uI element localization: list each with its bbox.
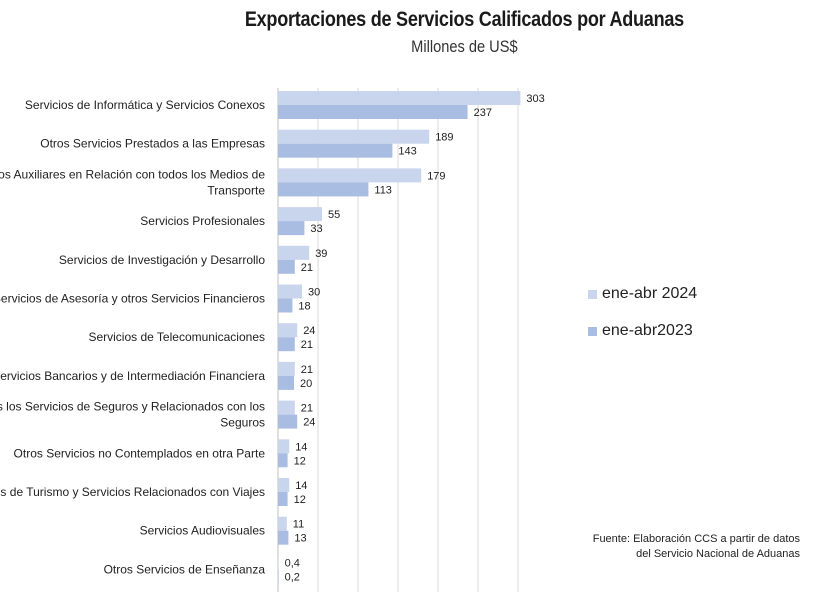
bar-2024: [278, 555, 279, 570]
data-label-2024: 14: [295, 441, 307, 453]
category-label: Servicios Profesionales: [140, 214, 265, 228]
bar-2024: [278, 323, 298, 338]
data-label-2024: 39: [315, 248, 327, 260]
category-label: Otros Servicios de Enseñanza: [104, 562, 266, 576]
data-label-2023: 24: [303, 417, 315, 429]
bar-2024: [278, 439, 290, 454]
bar-2024: [278, 284, 302, 299]
category-label: Seguros: [220, 416, 265, 430]
source-line-2: del Servicio Nacional de Aduanas: [636, 548, 800, 560]
category-label: Transporte: [207, 183, 265, 197]
legend-item-2023: ene-abr2023: [588, 322, 693, 340]
category-label: Servicios de Telecomunicaciones: [88, 330, 265, 344]
data-label-2023: 13: [294, 533, 306, 545]
category-label: Servicios de Investigación y Desarrollo: [59, 253, 265, 267]
category-label: Otros Servicios no Contemplados en otra …: [14, 446, 266, 460]
data-label-2024: 21: [301, 364, 313, 376]
data-label-2023: 0,2: [285, 571, 300, 583]
bar-2023: [278, 492, 288, 506]
data-label-2023: 237: [474, 107, 492, 119]
data-label-2023: 12: [294, 494, 306, 506]
bar-2024: [278, 516, 287, 531]
source-note: Fuente: Elaboración CCS a partir de dato…: [560, 532, 800, 562]
data-label-2023: 113: [374, 184, 392, 196]
bar-2024: [278, 400, 295, 415]
bar-2024: [278, 168, 422, 183]
category-label: Servicios Bancarios y de Intermediación …: [0, 369, 265, 383]
legend-item-2024: ene-abr 2024: [588, 285, 697, 303]
data-label-2024: 24: [303, 325, 315, 337]
bar-2024: [278, 361, 295, 376]
bar-2023: [278, 105, 468, 119]
chart-subtitle: Millones de US$: [411, 37, 518, 56]
category-label: Servicios de Turismo y Servicios Relacio…: [0, 485, 265, 499]
data-label-2024: 21: [301, 403, 313, 415]
data-label-2023: 18: [298, 301, 310, 313]
bar-2024: [278, 207, 322, 222]
data-label-2024: 55: [328, 209, 340, 221]
bar-2024: [278, 129, 430, 144]
category-label: Servicios Auxiliares en Relación con tod…: [0, 167, 265, 181]
data-label-2023: 143: [398, 146, 416, 158]
bar-2023: [278, 569, 279, 584]
legend-swatch-2023: [588, 326, 597, 336]
bar-2023: [278, 259, 295, 274]
bar-2023: [278, 182, 369, 197]
data-label-2024: 189: [435, 132, 453, 144]
category-label: Servicios de Asesoría y otros Servicios …: [0, 292, 265, 306]
data-label-2024: 0,4: [285, 557, 300, 569]
legend-label-2024: ene-abr 2024: [602, 285, 698, 302]
legend-label-2023: ene-abr2023: [602, 322, 693, 339]
data-label-2023: 33: [310, 223, 322, 235]
bar-2023: [278, 298, 293, 313]
bar-2023: [278, 143, 393, 158]
bar-2023: [278, 337, 295, 352]
bar-2023: [278, 375, 294, 390]
data-label-2023: 12: [294, 455, 306, 467]
data-label-2024: 303: [526, 93, 544, 105]
bar-2024: [278, 478, 290, 492]
data-label-2023: 21: [301, 262, 313, 274]
data-label-2024: 11: [293, 519, 304, 531]
source-line-1: Fuente: Elaboración CCS a partir de dato…: [592, 533, 800, 545]
data-label-2023: 20: [300, 378, 312, 390]
category-label: Todos los Servicios de Seguros y Relacio…: [0, 400, 265, 414]
bar-2023: [278, 414, 298, 429]
bar-2023: [278, 221, 305, 236]
data-label-2023: 21: [301, 339, 313, 351]
data-label-2024: 14: [295, 480, 307, 492]
data-label-2024: 179: [427, 170, 445, 182]
bar-2023: [278, 530, 289, 545]
legend-swatch-2024: [588, 289, 597, 299]
category-label: Otros Servicios Prestados a las Empresas: [40, 137, 265, 151]
data-label-2024: 30: [308, 287, 320, 299]
bar-2024: [278, 245, 310, 260]
bar-2024: [278, 91, 521, 105]
category-label: Servicios de Informática y Servicios Con…: [25, 98, 265, 112]
category-label: Servicios Audiovisuales: [140, 524, 265, 538]
bar-2023: [278, 453, 288, 468]
chart-title: Exportaciones de Servicios Calificados p…: [244, 8, 684, 31]
